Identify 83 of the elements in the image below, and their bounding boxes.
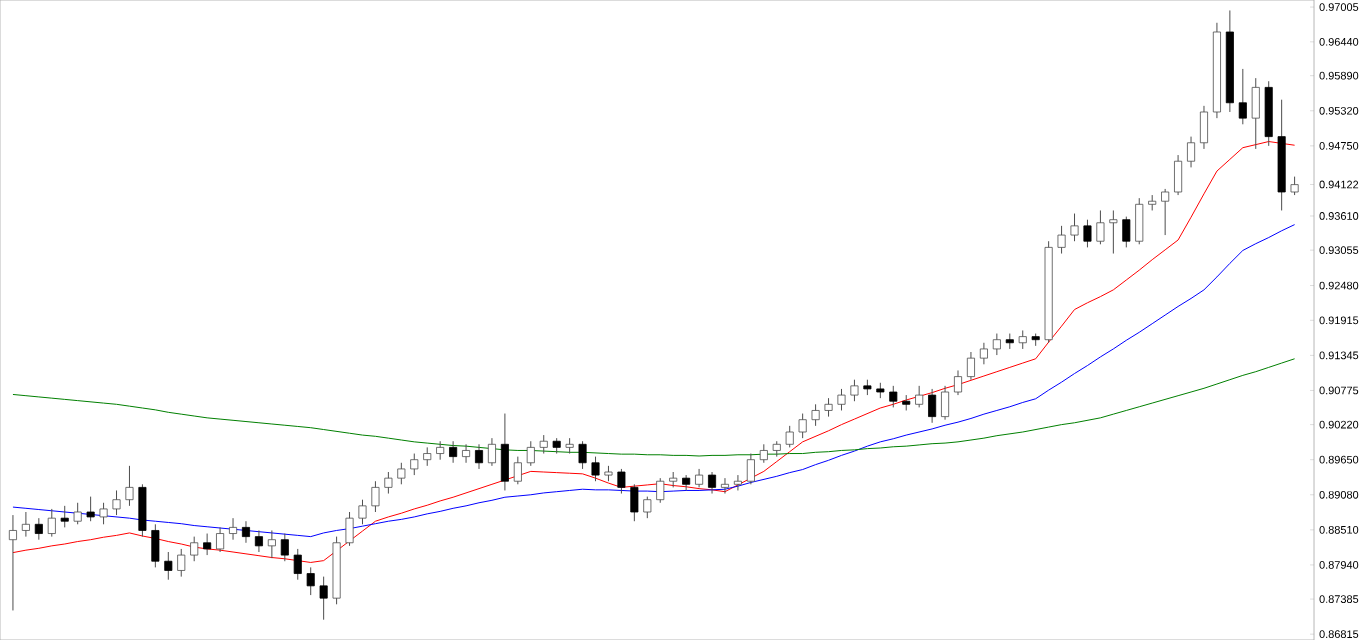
candlestick bbox=[695, 468, 704, 488]
candlestick bbox=[979, 342, 988, 365]
candlestick bbox=[1070, 213, 1079, 242]
candlestick bbox=[746, 453, 755, 485]
candlestick bbox=[928, 388, 937, 424]
candlestick bbox=[60, 505, 69, 528]
candlestick bbox=[500, 413, 509, 491]
candlestick bbox=[759, 443, 768, 464]
candlestick bbox=[138, 483, 147, 538]
candlestick bbox=[591, 456, 600, 482]
candlestick bbox=[203, 533, 212, 556]
candlestick bbox=[824, 397, 833, 418]
candlestick bbox=[462, 443, 471, 464]
candlestick bbox=[1199, 105, 1208, 150]
candlestick bbox=[889, 385, 898, 408]
candlestick bbox=[436, 440, 445, 461]
candlestick bbox=[720, 477, 729, 495]
candlestick bbox=[474, 443, 484, 470]
candlestick bbox=[850, 379, 859, 402]
candlestick bbox=[1083, 219, 1092, 248]
candlestick bbox=[254, 529, 263, 553]
candlestick bbox=[966, 351, 975, 381]
candlestick bbox=[513, 456, 522, 485]
candlestick bbox=[953, 369, 963, 396]
candlestick bbox=[47, 508, 56, 538]
candlestick bbox=[423, 446, 432, 467]
candlestick bbox=[539, 434, 548, 455]
candlestick bbox=[1057, 225, 1066, 255]
candlestick bbox=[229, 517, 238, 541]
candlestick bbox=[578, 440, 587, 470]
candlestick bbox=[8, 514, 17, 611]
candlestick bbox=[656, 477, 665, 504]
candlestick bbox=[241, 520, 250, 544]
candlestick bbox=[86, 496, 95, 522]
candlestick bbox=[733, 474, 742, 491]
candlestick bbox=[190, 536, 199, 562]
candlestick bbox=[1187, 136, 1196, 168]
candlestick bbox=[798, 413, 807, 439]
candlestick bbox=[319, 576, 328, 621]
candlestick bbox=[345, 511, 354, 547]
candlestick bbox=[785, 425, 794, 448]
candlestick bbox=[1238, 68, 1247, 125]
candlestick bbox=[280, 533, 289, 562]
candlestick bbox=[1122, 216, 1131, 248]
candlestick bbox=[1251, 77, 1260, 150]
candlestick bbox=[1290, 176, 1299, 196]
candlestick bbox=[410, 453, 419, 476]
candlestick bbox=[992, 333, 1001, 356]
candlestick bbox=[384, 471, 393, 495]
candlestick bbox=[1018, 329, 1027, 350]
candlestick bbox=[630, 483, 639, 522]
candlestick bbox=[99, 502, 108, 525]
candlestick bbox=[682, 474, 691, 491]
candlestick bbox=[941, 385, 950, 421]
candlestick bbox=[125, 465, 134, 507]
candlestick bbox=[1174, 154, 1183, 196]
candlestick bbox=[293, 548, 302, 581]
candlestick bbox=[708, 471, 717, 495]
candlestick bbox=[811, 403, 820, 427]
candlestick bbox=[306, 566, 315, 596]
candlestick bbox=[358, 499, 367, 525]
candlestick bbox=[397, 462, 406, 485]
candlestick bbox=[643, 496, 652, 519]
candlestick bbox=[164, 551, 173, 581]
candlestick bbox=[73, 502, 82, 525]
candlestick bbox=[449, 440, 458, 464]
candlestick bbox=[371, 480, 380, 513]
candlestick bbox=[1161, 188, 1170, 236]
candlestick bbox=[34, 517, 43, 541]
candlestick bbox=[216, 526, 225, 553]
candlestick bbox=[112, 489, 121, 516]
candlestick bbox=[1096, 209, 1105, 245]
candlestick bbox=[915, 385, 924, 408]
candlestick bbox=[177, 548, 186, 578]
candlestick bbox=[837, 388, 846, 411]
candlestick bbox=[526, 440, 535, 467]
candlestick bbox=[1135, 197, 1144, 245]
candlestick bbox=[151, 523, 160, 568]
candlestick bbox=[267, 529, 276, 559]
candlestick bbox=[617, 468, 626, 495]
candlestick bbox=[1109, 209, 1118, 255]
candlestick bbox=[21, 511, 30, 538]
candlestick bbox=[487, 437, 496, 467]
